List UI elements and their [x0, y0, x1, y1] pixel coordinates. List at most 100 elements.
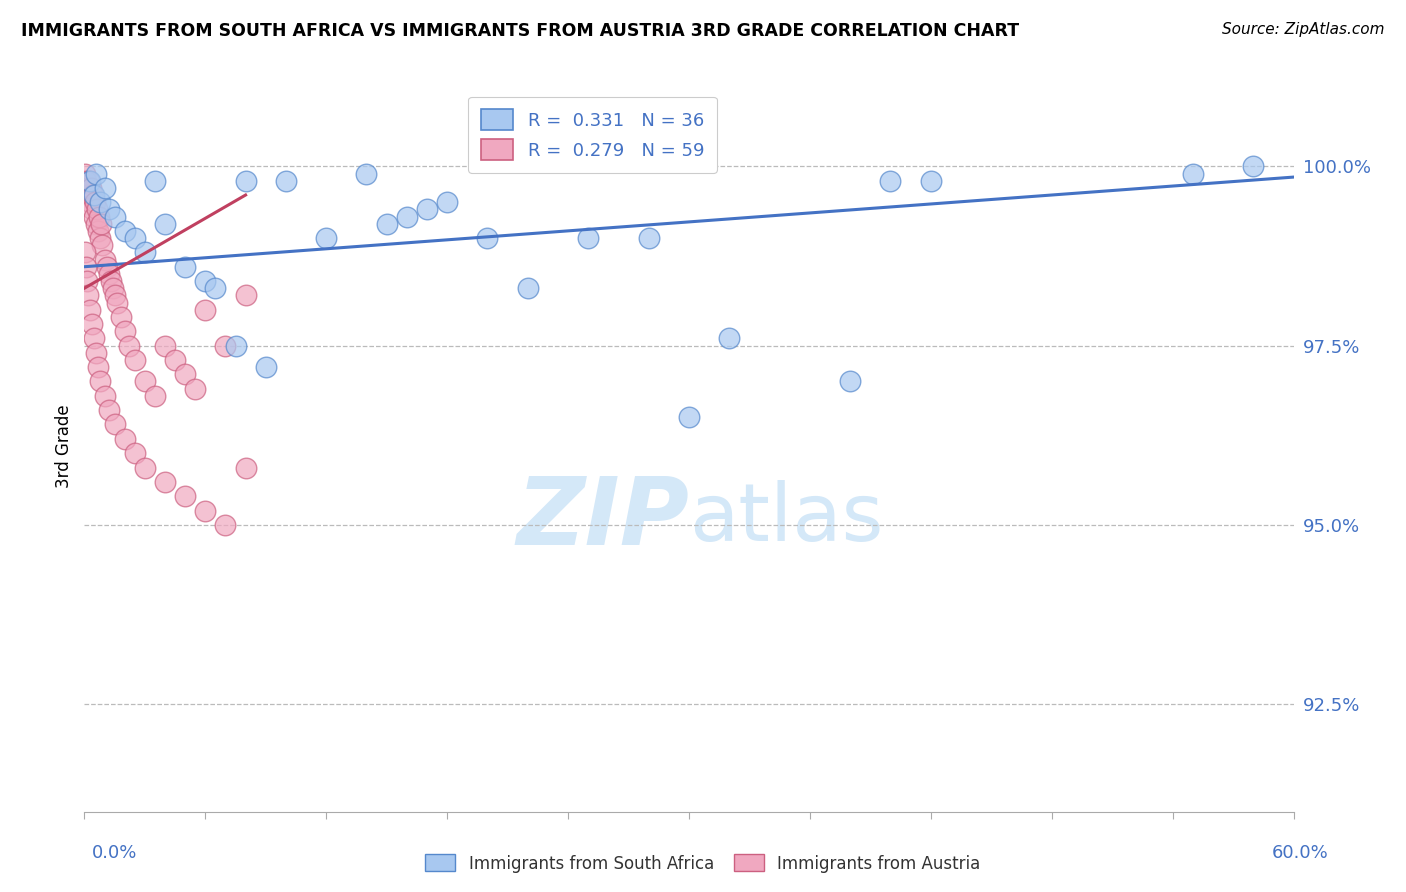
Point [274, 174, 297, 188]
Point [153, 338, 176, 352]
Point [89, 210, 111, 224]
Point [91, 238, 114, 252]
Point [1181, 167, 1204, 181]
Point [194, 503, 217, 517]
Point [477, 231, 499, 245]
Point [93, 389, 115, 403]
Point [75, 167, 97, 181]
Point [87, 224, 110, 238]
Point [416, 202, 439, 217]
Point [124, 353, 146, 368]
Point [83, 331, 105, 345]
Point [114, 324, 136, 338]
Point [100, 274, 122, 288]
Point [89, 375, 111, 389]
Text: IMMIGRANTS FROM SOUTH AFRICA VS IMMIGRANTS FROM AUSTRIA 3RD GRADE CORRELATION CH: IMMIGRANTS FROM SOUTH AFRICA VS IMMIGRAN… [21, 22, 1019, 40]
Point [90, 217, 112, 231]
Point [86, 345, 108, 359]
Point [86, 202, 108, 217]
Point [134, 460, 156, 475]
Point [89, 195, 111, 210]
Point [576, 231, 599, 245]
Point [101, 281, 124, 295]
Point [84, 195, 107, 210]
Point [718, 331, 741, 345]
Point [114, 432, 136, 446]
Point [77, 288, 100, 302]
Point [839, 375, 862, 389]
Point [89, 231, 111, 245]
Point [516, 281, 538, 295]
Point [315, 231, 337, 245]
Point [104, 288, 127, 302]
Point [235, 174, 257, 188]
Point [235, 460, 257, 475]
Point [97, 403, 120, 417]
Point [214, 517, 236, 532]
Point [920, 174, 942, 188]
Point [174, 260, 197, 274]
Point [77, 188, 100, 202]
Point [93, 181, 115, 195]
Point [82, 188, 104, 202]
Point [79, 195, 101, 210]
Text: 60.0%: 60.0% [1272, 844, 1329, 862]
Text: atlas: atlas [689, 480, 883, 558]
Point [194, 302, 217, 317]
Point [105, 295, 128, 310]
Point [76, 181, 98, 195]
Point [174, 489, 197, 503]
Point [678, 410, 700, 425]
Point [165, 353, 187, 368]
Point [356, 167, 378, 181]
Point [110, 310, 132, 324]
Text: Source: ZipAtlas.com: Source: ZipAtlas.com [1222, 22, 1385, 37]
Point [83, 188, 105, 202]
Point [436, 195, 458, 210]
Point [254, 360, 277, 375]
Point [143, 389, 166, 403]
Point [96, 260, 118, 274]
Point [395, 210, 418, 224]
Point [83, 210, 105, 224]
Point [75, 174, 97, 188]
Legend: Immigrants from South Africa, Immigrants from Austria: Immigrants from South Africa, Immigrants… [419, 847, 987, 880]
Point [87, 360, 110, 375]
Text: 0.0%: 0.0% [91, 844, 136, 862]
Point [1241, 159, 1264, 173]
Point [194, 274, 217, 288]
Point [82, 202, 104, 217]
Point [79, 302, 101, 317]
Point [153, 475, 176, 489]
Point [153, 217, 176, 231]
Point [134, 245, 156, 260]
Point [104, 417, 127, 432]
Point [124, 231, 146, 245]
Point [134, 375, 156, 389]
Point [114, 224, 136, 238]
Point [97, 202, 120, 217]
Point [75, 260, 97, 274]
Point [80, 181, 103, 195]
Point [93, 252, 115, 267]
Point [879, 174, 901, 188]
Point [124, 446, 146, 460]
Point [75, 245, 97, 260]
Point [637, 231, 659, 245]
Point [225, 338, 247, 352]
Point [235, 288, 257, 302]
Point [86, 217, 108, 231]
Point [82, 317, 104, 331]
Point [214, 338, 236, 352]
Point [79, 174, 101, 188]
Point [104, 210, 127, 224]
Point [375, 217, 398, 231]
Point [204, 281, 226, 295]
Point [118, 338, 141, 352]
Legend: R =  0.331   N = 36, R =  0.279   N = 59: R = 0.331 N = 36, R = 0.279 N = 59 [468, 96, 717, 173]
Point [97, 267, 120, 281]
Point [76, 274, 98, 288]
Y-axis label: 3rd Grade: 3rd Grade [55, 404, 73, 488]
Text: ZIP: ZIP [516, 473, 689, 566]
Point [143, 174, 166, 188]
